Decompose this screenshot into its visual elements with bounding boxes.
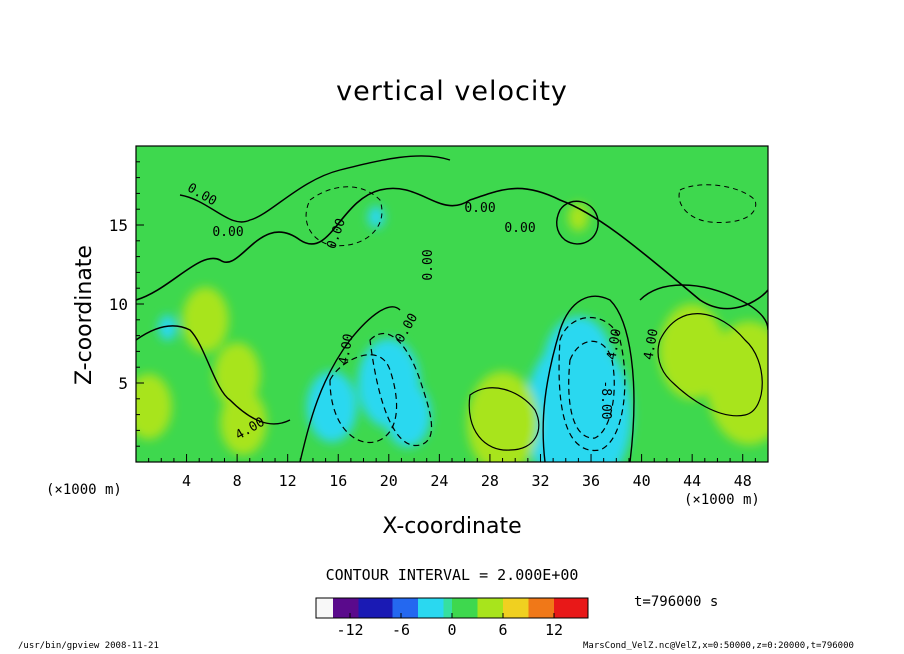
colorbar-cell bbox=[562, 598, 572, 618]
contour-label: 4.00 bbox=[604, 328, 624, 361]
colorbar-cell bbox=[316, 598, 325, 618]
x-tick-label: 44 bbox=[683, 472, 701, 490]
colorbar-cell bbox=[537, 598, 546, 618]
x-tick-label: 48 bbox=[734, 472, 752, 490]
x-tick-label: 32 bbox=[531, 472, 549, 490]
colorbar-tick-label: -6 bbox=[392, 621, 410, 639]
velocity-feature bbox=[568, 202, 589, 232]
x-axis-unit-left: (×1000 m) bbox=[46, 482, 122, 498]
colorbar-cell bbox=[452, 598, 461, 618]
velocity-feature bbox=[384, 381, 431, 448]
colorbar-cell bbox=[358, 598, 368, 618]
x-axis-unit-right: (×1000 m) bbox=[684, 492, 760, 508]
colorbar-cell bbox=[486, 598, 495, 618]
colorbar-cell bbox=[401, 598, 410, 618]
colorbar-cell bbox=[409, 598, 419, 618]
colorbar-cell bbox=[511, 598, 521, 618]
colorbar-cell bbox=[375, 598, 385, 618]
contour-label: 0.00 bbox=[421, 249, 436, 280]
velocity-feature bbox=[182, 287, 229, 353]
colorbar-tick-label: 12 bbox=[545, 621, 563, 639]
contour-label: 4.00 bbox=[336, 333, 356, 366]
x-tick-label: 36 bbox=[582, 472, 600, 490]
velocity-feature bbox=[467, 371, 538, 462]
colorbar-cell bbox=[443, 598, 453, 618]
velocity-feature bbox=[658, 303, 726, 400]
colorbar-tick-label: -12 bbox=[336, 621, 363, 639]
colorbar-cell bbox=[333, 598, 342, 618]
x-tick-label: 12 bbox=[279, 472, 297, 490]
colorbar-cell bbox=[579, 598, 589, 618]
colorbar-cell bbox=[528, 598, 538, 618]
colorbar-cell bbox=[384, 598, 393, 618]
colorbar: -12 -6 0 6 12 bbox=[315, 597, 589, 639]
y-tick-label: 5 bbox=[118, 374, 128, 393]
colorbar-cell bbox=[520, 598, 529, 618]
velocity-feature bbox=[220, 389, 267, 456]
colorbar-cell bbox=[494, 598, 504, 618]
colorbar-cell bbox=[469, 598, 478, 618]
x-tick-label: 24 bbox=[430, 472, 448, 490]
colorbar-cell bbox=[341, 598, 351, 618]
contour-label: 0.00 bbox=[464, 201, 495, 216]
chart-title: vertical velocity bbox=[336, 76, 568, 107]
contour-label: 4.00 bbox=[641, 328, 661, 361]
colorbar-cell bbox=[477, 598, 487, 618]
colorbar-cell bbox=[350, 598, 359, 618]
colorbar-cell bbox=[367, 598, 376, 618]
footer-right: MarsCond_VelZ.nc@VelZ,x=0:50000,z=0:2000… bbox=[583, 641, 854, 651]
footer-left: /usr/bin/gpview 2008-11-21 bbox=[18, 641, 159, 651]
colorbar-cell bbox=[392, 598, 402, 618]
x-tick-label: 8 bbox=[233, 472, 242, 490]
x-axis: 4 8 12 16 20 24 28 32 36 40 44 48 bbox=[148, 454, 756, 490]
y-tick-label: 10 bbox=[109, 295, 128, 314]
time-label: t=796000 s bbox=[634, 594, 719, 610]
colorbar-tick-label: 0 bbox=[447, 621, 456, 639]
colorbar-cell bbox=[571, 598, 580, 618]
y-tick-label: 15 bbox=[109, 216, 128, 235]
contour-interval-label: CONTOUR INTERVAL = 2.000E+00 bbox=[325, 566, 579, 584]
colorbar-cell bbox=[503, 598, 512, 618]
velocity-feature bbox=[158, 315, 177, 341]
contour-label: 0.00 bbox=[212, 225, 243, 240]
x-tick-label: 40 bbox=[633, 472, 651, 490]
colorbar-cell bbox=[418, 598, 427, 618]
velocity-feature bbox=[306, 371, 357, 443]
x-tick-label: 20 bbox=[380, 472, 398, 490]
colorbar-tick-label: 6 bbox=[498, 621, 507, 639]
x-tick-label: 4 bbox=[182, 472, 191, 490]
x-tick-label: 28 bbox=[481, 472, 499, 490]
x-axis-label-text: X-coordinate bbox=[382, 514, 522, 539]
colorbar-cell bbox=[554, 598, 563, 618]
contour-label: -8.00 bbox=[598, 380, 613, 419]
contour-label: 0.00 bbox=[504, 221, 535, 236]
velocity-feature bbox=[136, 374, 172, 440]
colorbar-cell bbox=[426, 598, 436, 618]
colorbar-cell bbox=[324, 598, 334, 618]
y-axis: 5 10 15 bbox=[109, 161, 144, 447]
contour-lines bbox=[136, 155, 768, 462]
x-tick-label: 16 bbox=[329, 472, 347, 490]
x-axis-label: X-coordinate bbox=[0, 514, 904, 539]
y-axis-label: Z-coordinate bbox=[72, 245, 97, 385]
colorbar-cell bbox=[435, 598, 444, 618]
colorbar-cell bbox=[545, 598, 555, 618]
colorbar-cell bbox=[460, 598, 470, 618]
